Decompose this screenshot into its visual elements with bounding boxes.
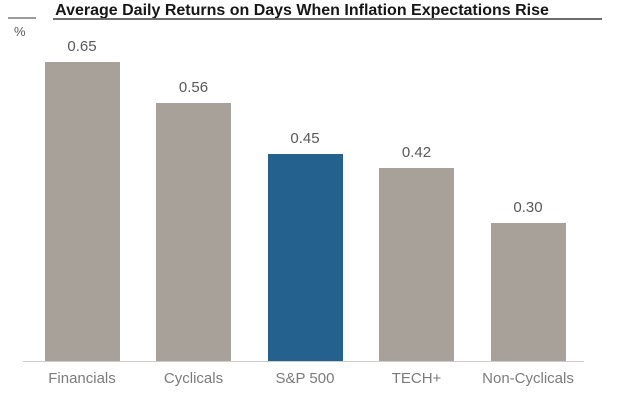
- bar-value-label: 0.30: [513, 199, 543, 216]
- bar-value-label: 0.45: [290, 130, 320, 147]
- title-underline: [53, 18, 602, 20]
- bar-s-p-500: [267, 154, 343, 361]
- bar-cyclicals: [156, 103, 231, 361]
- unit-tick-line: [8, 17, 36, 19]
- x-axis-category-label: Cyclicals: [163, 370, 224, 387]
- x-axis-category-label: TECH+: [391, 370, 442, 387]
- bar-value-label: 0.42: [401, 144, 432, 161]
- bar-financials: [44, 62, 120, 361]
- x-axis-line: [23, 361, 584, 362]
- bar-tech-: [379, 168, 454, 361]
- chart-title: Average Daily Returns on Days When Infla…: [55, 2, 549, 19]
- x-axis-category-label: Financials: [48, 370, 116, 387]
- bar-value-label: 0.65: [67, 38, 97, 55]
- x-axis-category-label: Non-Cyclicals: [482, 370, 574, 387]
- x-axis-category-label: S&P 500: [275, 370, 335, 387]
- bar-value-label: 0.56: [178, 79, 209, 96]
- bar-non-cyclicals: [490, 223, 566, 361]
- y-axis-unit-label: %: [14, 24, 26, 39]
